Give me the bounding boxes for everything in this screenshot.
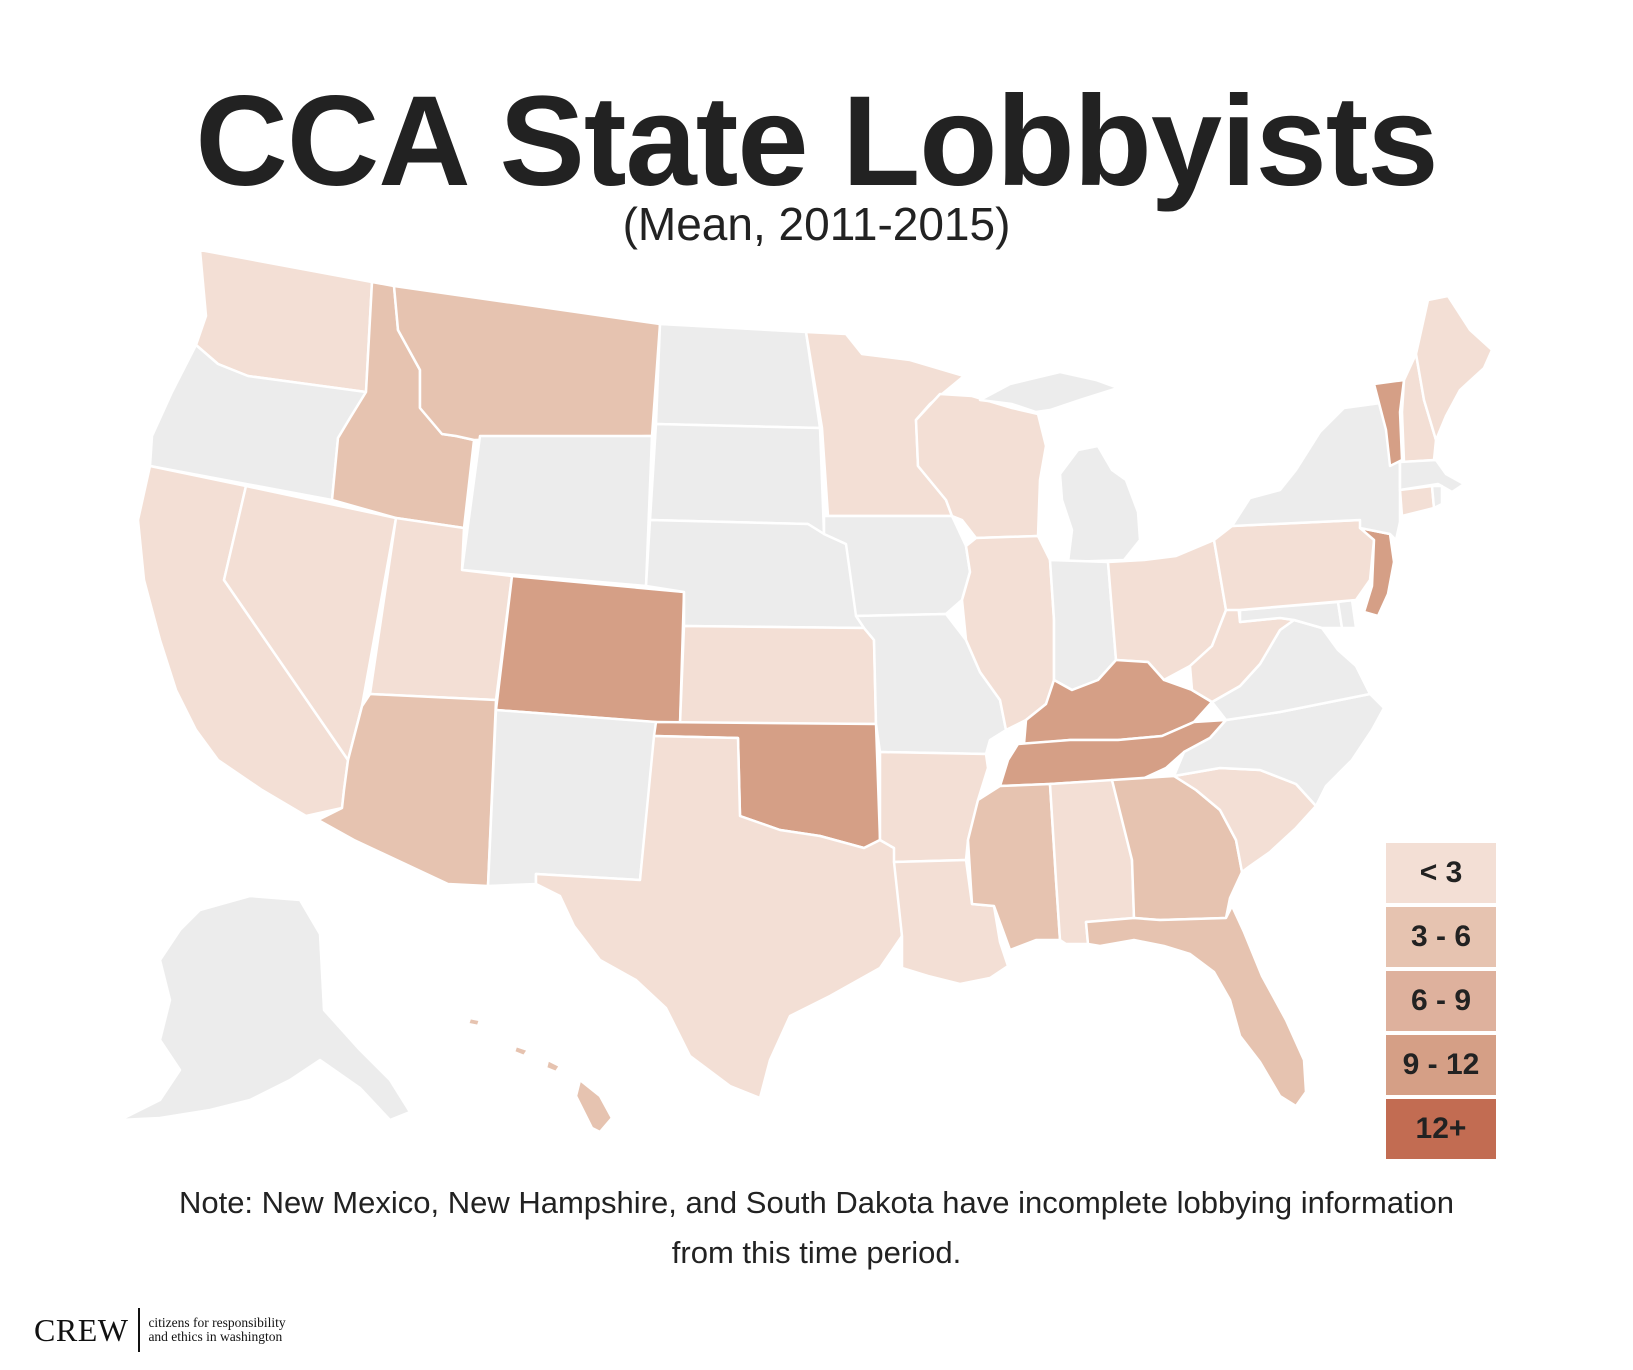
state-connecticut: [1398, 484, 1436, 518]
crew-logo: CREW citizens for responsibility and eth…: [34, 1308, 286, 1352]
state-new-mexico: [486, 708, 658, 888]
state-new-york: [1230, 400, 1402, 542]
legend-label: 12+: [1415, 1112, 1467, 1145]
crew-tagline: citizens for responsibility and ethics i…: [148, 1316, 285, 1344]
state-texas: [534, 734, 904, 1100]
legend-item-12-plus: 12+: [1386, 1099, 1496, 1159]
state-hawaii: [466, 1016, 614, 1134]
state-arkansas: [878, 750, 990, 864]
state-maine: [1414, 294, 1494, 442]
legend-item-lt3: < 3: [1386, 843, 1496, 903]
legend-label: 9 - 12: [1402, 1048, 1480, 1081]
state-rhode-island: [1430, 484, 1444, 510]
state-pennsylvania: [1212, 518, 1376, 612]
chart-subtitle: (Mean, 2011-2015): [622, 198, 1011, 250]
footnote: Note: New Mexico, New Hampshire, and Sou…: [178, 1185, 1455, 1270]
chart-title: CCA State Lobbyists: [195, 70, 1438, 213]
state-new-jersey: [1358, 526, 1396, 618]
state-north-dakota: [654, 322, 822, 430]
state-florida: [1084, 904, 1308, 1108]
legend-item-3-6: 3 - 6: [1386, 907, 1496, 967]
state-wyoming: [460, 434, 654, 588]
state-kansas: [678, 624, 878, 726]
tagline-line-2: and ethics in washington: [148, 1329, 283, 1344]
legend-item-9-12: 9 - 12: [1386, 1035, 1496, 1095]
legend: < 3 3 - 6 6 - 9 9 - 12 12+: [1386, 843, 1496, 1163]
state-iowa: [822, 514, 972, 618]
legend-label: < 3: [1419, 856, 1463, 889]
state-michigan: [978, 370, 1142, 564]
crew-wordmark: CREW: [34, 1311, 129, 1348]
legend-label: 3 - 6: [1410, 920, 1472, 953]
state-alaska: [118, 894, 412, 1122]
state-south-dakota: [648, 422, 826, 536]
logo-divider: [138, 1308, 141, 1352]
state-montana: [392, 284, 662, 442]
legend-label: 6 - 9: [1410, 984, 1472, 1017]
tagline-line-1: citizens for responsibility: [148, 1315, 286, 1330]
legend-item-6-9: 6 - 9: [1386, 971, 1496, 1031]
state-delaware: [1336, 598, 1358, 630]
state-colorado: [494, 574, 686, 726]
state-wisconsin: [914, 392, 1048, 540]
